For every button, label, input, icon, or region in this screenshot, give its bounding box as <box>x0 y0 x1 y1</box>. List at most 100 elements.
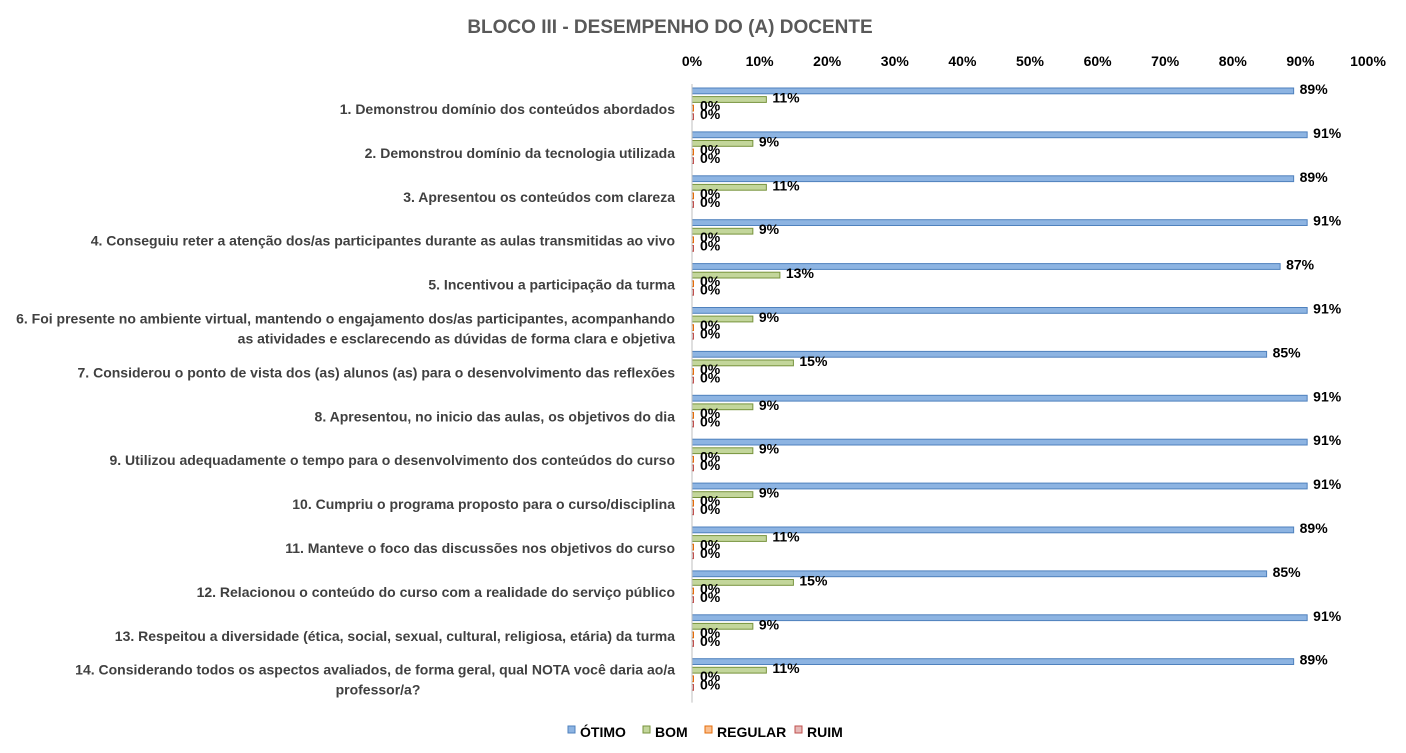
category-label: 10. Cumpriu o programa proposto para o c… <box>292 496 675 512</box>
x-tick-label: 90% <box>1286 53 1315 69</box>
data-label: 15% <box>799 572 828 588</box>
category-label: 2. Demonstrou domínio da tecnologia util… <box>365 145 676 161</box>
bar-timo <box>691 131 1308 139</box>
chart-title: BLOCO III - DESEMPENHO DO (A) DOCENTE <box>467 17 872 38</box>
category-label: 14. Considerando todos os aspectos avali… <box>75 662 675 678</box>
data-label: 15% <box>799 353 828 369</box>
data-label: 9% <box>759 397 780 413</box>
category-label: 7. Considerou o ponto de vista dos (as) … <box>78 364 676 380</box>
category-label: 13. Respeitou a diversidade (ética, soci… <box>115 628 675 644</box>
x-tick-label: 70% <box>1151 53 1180 69</box>
data-label: 0% <box>700 282 721 298</box>
category-label: 6. Foi presente no ambiente virtual, man… <box>16 311 675 327</box>
legend-swatch <box>704 725 713 734</box>
data-label: 0% <box>700 317 721 333</box>
data-label: 9% <box>759 309 780 325</box>
data-label: 0% <box>700 238 721 254</box>
data-label: 0% <box>700 501 721 517</box>
data-label: 91% <box>1313 476 1342 492</box>
category-label: as atividades e esclarecendo as dúvidas … <box>238 331 676 347</box>
data-label: 9% <box>759 221 780 237</box>
category-label: 3. Apresentou os conteúdos com clareza <box>403 189 675 205</box>
x-tick-label: 40% <box>948 53 977 69</box>
data-label: 11% <box>772 660 800 676</box>
category-label: 12. Relacionou o conteúdo do curso com a… <box>197 584 675 600</box>
data-label: 91% <box>1313 388 1342 404</box>
category-label: 8. Apresentou, no inicio das aulas, os o… <box>315 408 676 424</box>
category-label: professor/a? <box>336 682 421 698</box>
data-label: 0% <box>700 141 721 157</box>
data-label: 0% <box>700 361 721 377</box>
legend: ÓTIMO BOM REGULAR RUIM <box>567 723 843 740</box>
data-label: 0% <box>700 493 721 509</box>
category-label: 1. Demonstrou domínio dos conteúdos abor… <box>340 101 675 117</box>
legend-label: RUIM <box>807 724 843 740</box>
data-label: 0% <box>700 668 721 684</box>
data-label: 9% <box>759 441 780 457</box>
data-label: 89% <box>1300 169 1329 185</box>
data-label: 0% <box>700 624 721 640</box>
data-label: 0% <box>700 413 721 429</box>
data-label: 0% <box>700 229 721 245</box>
data-label: 0% <box>700 545 721 561</box>
data-label: 89% <box>1300 652 1329 668</box>
category-label: 5. Incentivou a participação da turma <box>428 277 675 293</box>
bar-timo <box>691 307 1308 314</box>
data-label: 87% <box>1286 257 1315 273</box>
data-label: 11% <box>772 529 800 545</box>
data-label: 0% <box>700 589 721 605</box>
data-label: 91% <box>1313 608 1342 624</box>
legend-swatch <box>794 725 803 734</box>
bar-timo <box>691 350 1268 358</box>
data-label: 0% <box>700 633 721 649</box>
bars: 89%11%0%0%91%9%0%0%89%11%0%0%91%9%0%0%87… <box>691 81 1342 693</box>
category-labels: 1. Demonstrou domínio dos conteúdos abor… <box>16 101 675 698</box>
category-label: 4. Conseguiu reter a atenção dos/as part… <box>91 233 675 249</box>
data-label: 13% <box>786 265 815 281</box>
x-tick-label: 30% <box>881 53 910 69</box>
bar-timo <box>691 219 1308 226</box>
data-label: 0% <box>700 677 721 693</box>
data-label: 89% <box>1300 520 1329 536</box>
bar-timo <box>691 394 1308 402</box>
data-label: 91% <box>1313 301 1342 317</box>
bar-timo <box>691 614 1308 622</box>
data-label: 0% <box>700 185 721 201</box>
data-label: 0% <box>700 405 721 421</box>
x-tick-label: 60% <box>1084 53 1113 69</box>
data-label: 0% <box>700 580 721 596</box>
data-label: 91% <box>1313 213 1342 229</box>
bar-timo <box>691 482 1308 490</box>
data-label: 91% <box>1313 125 1342 141</box>
data-label: 9% <box>759 485 780 501</box>
legend-swatch <box>567 725 576 734</box>
bar-timo <box>691 263 1281 270</box>
x-tick-label: 80% <box>1219 53 1248 69</box>
data-label: 0% <box>700 449 721 465</box>
data-label: 11% <box>772 90 800 106</box>
data-label: 0% <box>700 106 721 122</box>
data-label: 9% <box>759 133 780 149</box>
data-label: 89% <box>1300 81 1329 97</box>
data-label: 85% <box>1273 344 1302 360</box>
data-label: 0% <box>700 98 721 114</box>
data-label: 0% <box>700 150 721 166</box>
category-label: 9. Utilizou adequadamente o tempo para o… <box>109 452 675 468</box>
data-label: 0% <box>700 273 721 289</box>
data-label: 91% <box>1313 432 1342 448</box>
x-axis-ticks: 0% 10% 20% 30% 40% 50% 60% 70% 80% 90% 100% <box>682 53 1387 69</box>
data-label: 9% <box>759 616 780 632</box>
data-label: 0% <box>700 326 721 342</box>
data-label: 0% <box>700 537 721 553</box>
bar-timo <box>691 438 1308 446</box>
data-label: 0% <box>700 194 721 210</box>
legend-swatch <box>642 725 651 734</box>
legend-label: REGULAR <box>717 724 786 740</box>
data-label: 85% <box>1273 564 1302 580</box>
x-tick-label: 0% <box>682 53 703 69</box>
bar-timo <box>691 570 1268 578</box>
x-tick-label: 100% <box>1350 53 1386 69</box>
data-label: 0% <box>700 369 721 385</box>
x-tick-label: 10% <box>746 53 775 69</box>
